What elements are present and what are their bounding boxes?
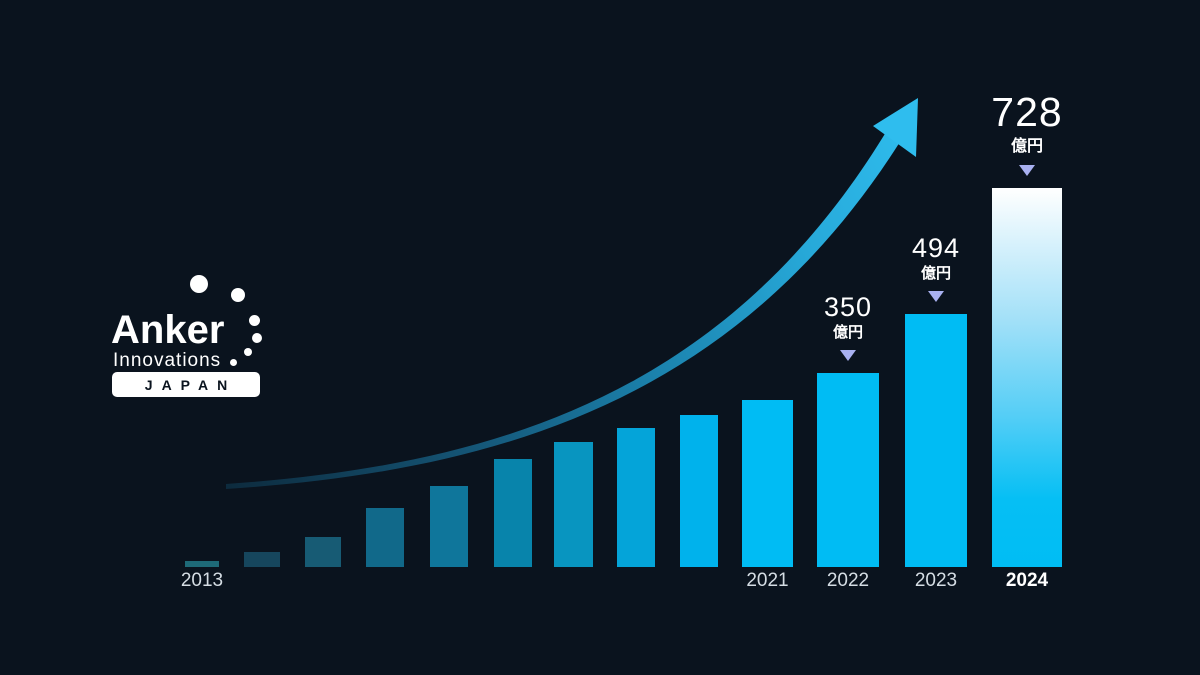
logo-dot [229, 358, 237, 366]
brand-name: Anker [111, 308, 225, 352]
axis-label-2022: 2022 [826, 570, 870, 591]
axis-label-2024: 2024 [1005, 570, 1049, 591]
axis-label-2021: 2021 [746, 570, 789, 591]
bar [244, 552, 280, 567]
brand-subtitle: Innovations [113, 350, 222, 371]
revenue-callout-728: 728 億円 [957, 91, 1097, 176]
japan-badge: JAPAN [112, 372, 260, 397]
bar-2021 [742, 400, 793, 567]
down-triangle-icon [1019, 165, 1035, 176]
callout-unit: 億円 [920, 264, 951, 282]
axis-label-2013: 2013 [180, 570, 224, 591]
bar [366, 508, 404, 567]
bar [680, 415, 718, 567]
bar-2024 [992, 188, 1062, 567]
down-triangle-icon [928, 291, 944, 302]
down-triangle-icon [840, 350, 856, 361]
arrowhead [873, 98, 918, 157]
bar-2013 [185, 561, 219, 567]
callout-value: 494 [911, 233, 961, 264]
revenue-callout-350: 350 億円 [778, 293, 918, 361]
bar [617, 428, 655, 567]
callout-unit: 億円 [1010, 138, 1043, 156]
axis-label-2023: 2023 [914, 570, 958, 591]
revenue-callout-494: 494 億円 [866, 234, 1006, 302]
bar [554, 442, 593, 567]
logo-dot [248, 314, 260, 326]
japan-badge-label: JAPAN [144, 376, 237, 393]
callout-unit: 億円 [832, 323, 863, 341]
bar [494, 459, 532, 567]
bar [305, 537, 341, 567]
logo-dot [190, 275, 208, 293]
bar-2023 [905, 314, 967, 567]
bar-2022 [817, 373, 879, 567]
callout-value: 350 [823, 292, 873, 323]
callout-value: 728 [991, 89, 1063, 136]
bar [430, 486, 468, 567]
logo-dot [243, 347, 253, 357]
logo-dot [252, 333, 262, 343]
logo-dot [231, 288, 245, 302]
